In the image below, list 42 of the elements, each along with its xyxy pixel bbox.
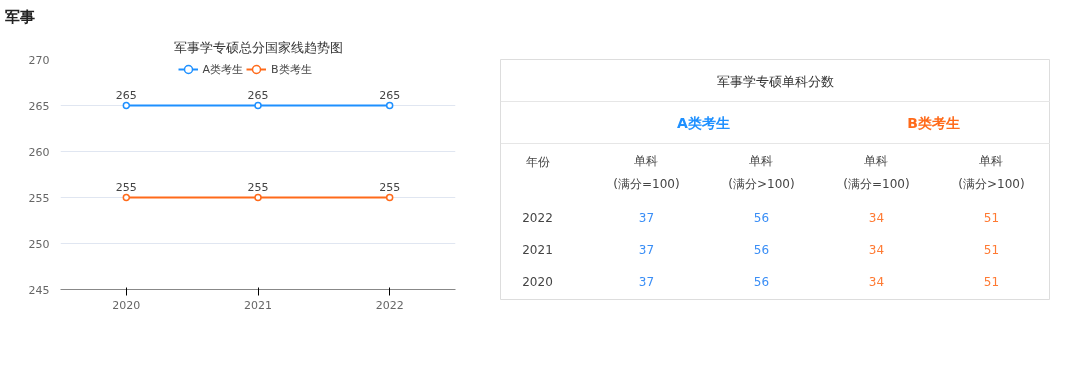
text: 34 [868, 211, 885, 225]
chart-title: 军事学专硕总分国家线趋势图 [173, 39, 343, 55]
text: 单科 (满分>100) [728, 154, 795, 191]
text: 56 [753, 211, 770, 225]
text: 37 [638, 275, 655, 289]
y-tick-label: 245 [28, 283, 50, 297]
text: 51 [983, 243, 1000, 257]
legend-label: B类考生 [271, 61, 312, 77]
legend-label: A类考生 [202, 61, 244, 77]
text: 单科 (满分>100) [958, 154, 1025, 191]
data-label: 265 [379, 88, 401, 102]
text: 34 [868, 275, 885, 289]
text: 2021 [522, 243, 553, 257]
text: 军事 [4, 7, 35, 26]
text: A类考生 [677, 114, 730, 131]
text: 单科 (满分=100) [843, 154, 910, 191]
x-tick-label: 2021 [244, 298, 272, 312]
y-tick-label: 265 [28, 99, 50, 113]
x-tick-label: 2022 [375, 298, 404, 312]
y-tick-label: 250 [28, 237, 50, 251]
text: 51 [983, 211, 1000, 225]
data-label: 255 [379, 180, 401, 194]
text: 56 [753, 275, 770, 289]
text: 34 [868, 243, 885, 257]
data-label: 265 [115, 88, 137, 102]
y-tick-label: 270 [28, 53, 50, 67]
text: 2020 [522, 275, 553, 289]
text: 2022 [522, 211, 553, 225]
data-label: 265 [247, 88, 269, 102]
text: 单科 (满分=100) [613, 154, 680, 191]
y-tick-label: 260 [28, 145, 50, 159]
text: B类考生 [907, 114, 960, 131]
data-label: 255 [115, 180, 137, 194]
text: 年份 [525, 154, 550, 169]
text: 37 [638, 211, 655, 225]
text: 51 [983, 275, 1000, 289]
text: 军事学专硕单科分数 [717, 74, 834, 89]
x-tick-label: 2020 [112, 298, 141, 312]
data-label: 255 [247, 180, 269, 194]
text: 56 [753, 243, 770, 257]
y-tick-label: 255 [28, 191, 50, 205]
text: 37 [638, 243, 655, 257]
